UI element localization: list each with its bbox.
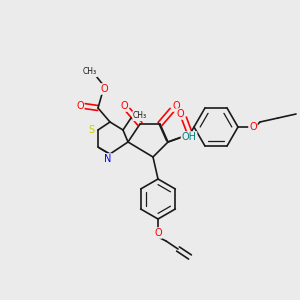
Text: CH₃: CH₃ xyxy=(133,112,147,121)
Text: S: S xyxy=(88,125,94,135)
Text: O: O xyxy=(172,101,180,111)
Text: OH: OH xyxy=(182,132,196,142)
Text: O: O xyxy=(176,109,184,119)
Text: CH₃: CH₃ xyxy=(83,68,97,76)
Text: O: O xyxy=(249,122,257,132)
Text: O: O xyxy=(154,228,162,238)
Text: N: N xyxy=(104,154,112,164)
Text: O: O xyxy=(100,84,108,94)
Text: O: O xyxy=(76,101,84,111)
Text: O: O xyxy=(120,101,128,111)
